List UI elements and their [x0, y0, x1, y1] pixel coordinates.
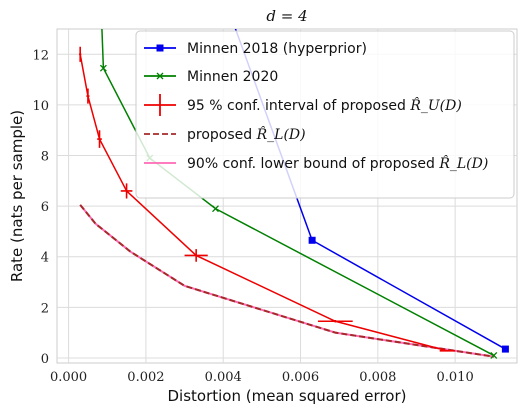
- legend-marker: [156, 72, 164, 80]
- error-bar: [79, 46, 82, 62]
- error-bar: [86, 88, 90, 104]
- x-tick-label: 0.010: [437, 370, 474, 385]
- legend-label: 95 % conf. interval of proposed R̂_U(D): [187, 96, 462, 114]
- x-tick-label: 0.008: [359, 370, 396, 385]
- data-point: [501, 345, 509, 353]
- legend: Minnen 2018 (hyperprior) Minnen 2020 95 % …: [135, 30, 515, 199]
- series-3: [79, 204, 494, 358]
- data-point: [308, 236, 316, 244]
- data-point: [227, 13, 234, 20]
- y-tick-label: 0: [41, 352, 49, 367]
- x-tick-label: 0.004: [205, 370, 242, 385]
- series-2: [79, 46, 456, 352]
- legend-label: 90% conf. lower bound of proposed R̂_L(D…: [187, 154, 488, 172]
- data-point: [99, 64, 107, 72]
- legend-label: Minnen 2018 (hyperprior): [187, 41, 367, 57]
- error-bar: [317, 319, 353, 323]
- error-bar: [97, 130, 102, 148]
- y-axis-ticks: 0 2 4 6 8 10 12: [32, 48, 49, 367]
- y-tick-label: 4: [41, 251, 49, 266]
- y-tick-label: 8: [41, 150, 49, 165]
- data-point: [490, 351, 498, 359]
- data-point: [98, 13, 104, 19]
- error-bar: [184, 249, 208, 262]
- legend-box: [135, 30, 515, 199]
- chart-title: d = 4: [266, 7, 307, 25]
- legend-label: proposed R̂_L(D): [187, 125, 306, 143]
- y-tick-label: 12: [32, 48, 49, 63]
- legend-label: Minnen 2020: [187, 69, 278, 85]
- error-bar: [439, 350, 456, 352]
- legend-marker: [156, 44, 164, 52]
- x-tick-label: 0.002: [127, 370, 164, 385]
- x-axis-ticks: 0.000 0.002 0.004 0.006 0.008 0.010: [50, 370, 474, 385]
- legend-errorbar: [144, 94, 176, 116]
- x-tick-label: 0.006: [282, 370, 319, 385]
- y-axis-label: Rate (nats per sample): [8, 110, 26, 282]
- y-tick-label: 6: [41, 200, 49, 215]
- error-bar: [120, 183, 133, 199]
- data-point: [212, 205, 219, 213]
- x-axis-label: Distortion (mean squared error): [168, 387, 407, 405]
- series-line: [79, 204, 494, 358]
- x-tick-label: 0.000: [50, 370, 87, 385]
- y-tick-label: 2: [41, 301, 49, 316]
- y-tick-label: 10: [32, 99, 49, 114]
